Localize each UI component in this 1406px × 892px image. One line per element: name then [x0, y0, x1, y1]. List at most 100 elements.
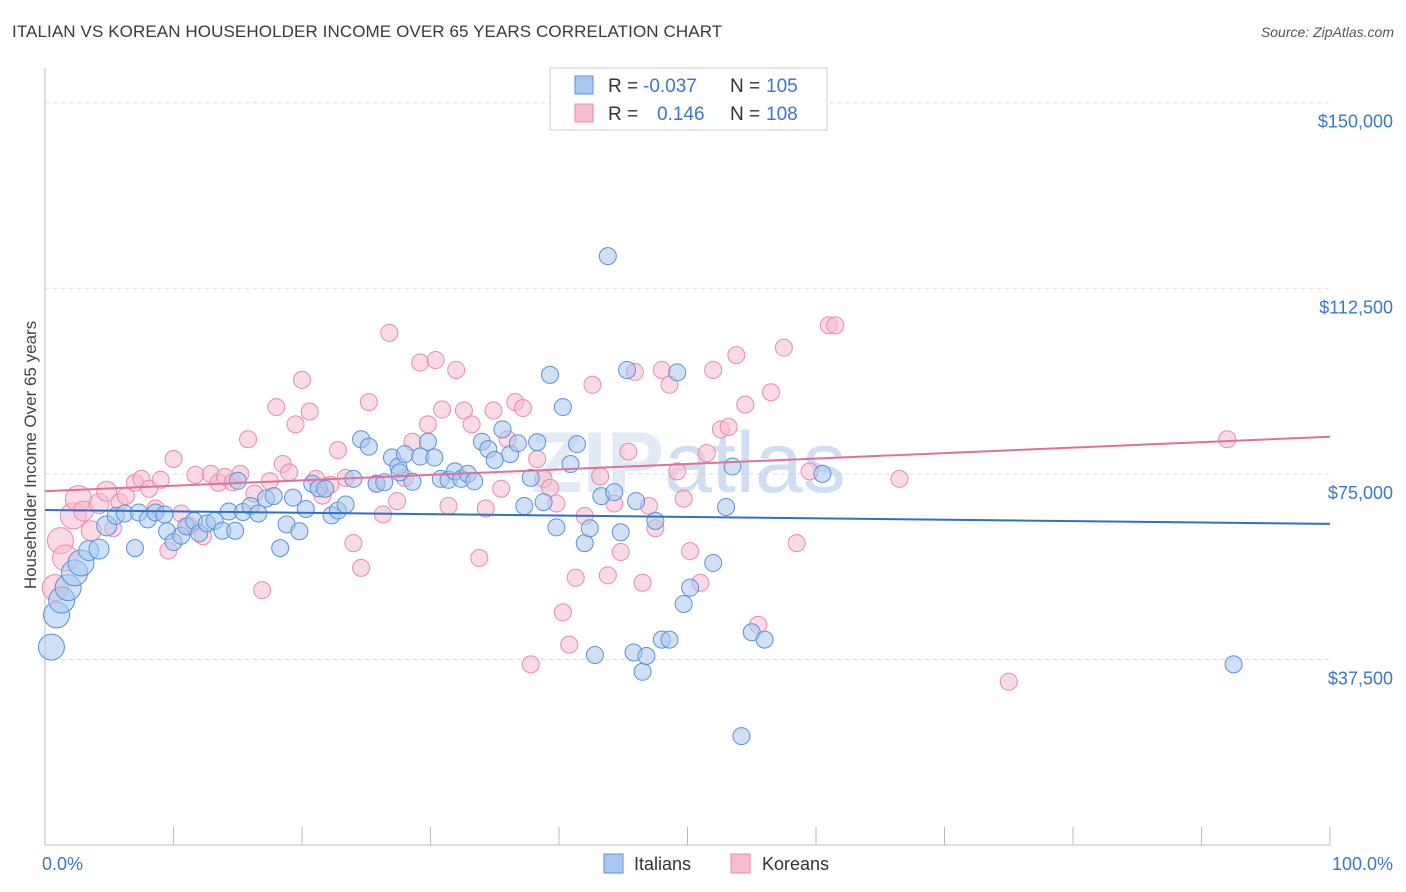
legend-koreans-swatch: [574, 103, 594, 123]
italian-point-32: [271, 539, 290, 558]
y-tick-label-2: $112,500: [1319, 297, 1393, 317]
korean-point-105: [890, 469, 909, 488]
korean-point-66: [514, 399, 533, 418]
korean-point-89: [674, 489, 693, 508]
korean-point-101: [787, 534, 806, 553]
y-tick-label-0: $37,500: [1328, 668, 1393, 688]
bottom-legend-koreans-label: Koreans: [762, 854, 829, 874]
italian-point-80: [598, 247, 617, 266]
italian-point-69: [528, 433, 547, 452]
korean-point-95: [719, 417, 738, 436]
italian-point-7: [88, 538, 110, 560]
korean-point-54: [426, 351, 445, 370]
y-axis-label: Householder Income Over 65 years: [21, 321, 40, 589]
italian-point-93: [704, 553, 723, 572]
italian-point-50: [395, 445, 414, 464]
korean-point-37: [300, 402, 319, 421]
axes: [44, 68, 1331, 846]
italian-point-82: [611, 523, 630, 542]
chart-title: ITALIAN VS KOREAN HOUSEHOLDER INCOME OVE…: [12, 22, 723, 41]
y-tick-label-3: $150,000: [1318, 112, 1393, 132]
italian-point-71: [541, 365, 560, 384]
italian-point-73: [553, 398, 572, 417]
korean-point-104: [826, 316, 845, 335]
koreans-trend-line: [44, 435, 1331, 493]
italian-point-89: [660, 630, 679, 649]
bottom-legend: Italians Koreans: [603, 853, 829, 874]
korean-point-76: [583, 375, 602, 394]
y-tick-labels: $37,500 $75,000 $112,500 $150,000: [1318, 112, 1393, 689]
bottom-legend-italians-label: Italians: [634, 854, 691, 874]
italian-points: [37, 247, 1243, 746]
grid-lines: [45, 102, 1330, 660]
italian-point-91: [674, 595, 693, 614]
italian-point-42: [336, 495, 355, 514]
korean-point-106: [999, 672, 1018, 691]
korean-point-99: [762, 383, 781, 402]
korean-point-100: [774, 338, 793, 357]
korean-point-88: [668, 462, 687, 481]
korean-point-92: [697, 444, 716, 463]
korean-point-57: [447, 360, 466, 379]
korean-point-68: [528, 450, 547, 469]
korean-point-97: [736, 395, 755, 414]
italian-point-67: [515, 497, 534, 516]
korean-point-8: [96, 480, 118, 502]
italian-point-36: [296, 500, 315, 519]
legend-italians-r-value: -0.037: [643, 76, 697, 97]
italian-point-98: [755, 630, 774, 649]
italian-point-53: [418, 432, 437, 451]
korean-point-41: [328, 441, 347, 460]
korean-point-62: [484, 401, 503, 420]
korean-point-86: [652, 360, 671, 379]
korean-point-49: [388, 492, 407, 511]
italian-point-100: [1224, 655, 1243, 674]
korean-point-60: [470, 548, 489, 567]
italian-point-102: [228, 471, 247, 490]
italian-point-35: [290, 522, 309, 541]
italian-point-77: [580, 519, 599, 538]
korean-point-36: [293, 370, 311, 389]
korean-point-28: [239, 430, 258, 449]
korean-point-45: [359, 393, 378, 412]
italian-point-51: [403, 472, 422, 491]
legend-box: R = -0.037 N = 105 R = 0.146 N = 108: [549, 67, 828, 131]
x-tick-label-1: 100.0%: [1332, 854, 1393, 874]
legend-italians-r-label: R =: [608, 76, 638, 97]
bottom-legend-italians-swatch: [603, 853, 624, 874]
italian-point-96: [732, 727, 751, 746]
korean-point-83: [633, 573, 652, 592]
italian-point-68: [521, 468, 540, 487]
italian-point-95: [723, 457, 742, 476]
italian-point-31: [264, 487, 283, 506]
korean-point-59: [462, 415, 481, 434]
korean-point-80: [611, 543, 630, 562]
x-tick-label-0: 0.0%: [42, 854, 83, 874]
korean-point-93: [704, 360, 723, 379]
korean-point-77: [591, 467, 610, 486]
korean-point-16: [151, 470, 170, 489]
korean-point-18: [164, 450, 183, 469]
legend-koreans-r-label: R =: [608, 104, 638, 125]
italian-point-26: [226, 521, 245, 540]
italian-point-29: [249, 504, 268, 523]
legend-koreans-n-label: N =: [730, 104, 760, 125]
italian-point-70: [534, 493, 553, 512]
italian-point-94: [717, 498, 736, 517]
italian-point-86: [637, 646, 656, 665]
italian-point-15: [155, 505, 174, 524]
legend-italians-n-value: 105: [766, 76, 798, 97]
italian-point-64: [493, 420, 512, 439]
korean-point-34: [280, 463, 299, 482]
korean-point-67: [521, 655, 540, 674]
y-tick-label-1: $75,000: [1328, 483, 1393, 503]
legend-koreans-r-value: 0.146: [657, 104, 705, 125]
korean-point-73: [560, 635, 579, 654]
italian-point-66: [508, 434, 527, 453]
italian-point-85: [633, 662, 652, 681]
bottom-legend-koreans-swatch: [730, 853, 751, 874]
italian-point-81: [605, 483, 624, 502]
korean-point-48: [380, 323, 399, 342]
korean-point-72: [553, 603, 572, 622]
chart-source: Source: ZipAtlas.com: [1260, 24, 1394, 40]
